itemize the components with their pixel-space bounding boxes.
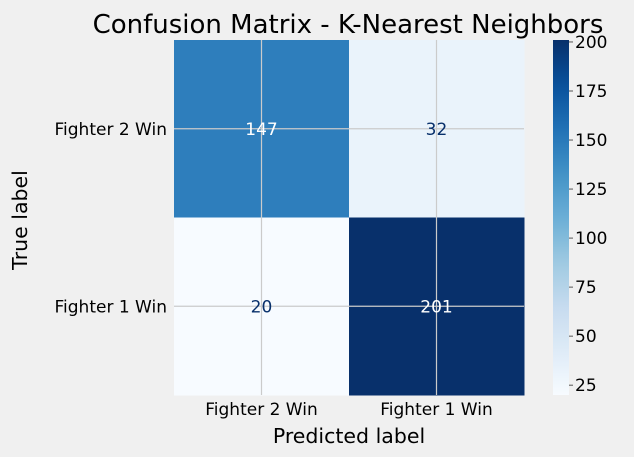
cell-value-label: 147: [245, 120, 277, 140]
cell-value-label: 20: [251, 297, 273, 317]
y-tick-label: Fighter 2 Win: [54, 120, 167, 140]
y-tick-label: Fighter 1 Win: [54, 297, 167, 317]
heatmap-grid: [174, 40, 524, 395]
colorbar-tick-label: 75: [575, 278, 597, 298]
colorbar-tick-label: 50: [575, 327, 597, 347]
cell-value-label: 201: [420, 297, 452, 317]
colorbar-tick-label: 125: [575, 180, 607, 200]
heatmap-cells: [174, 40, 525, 396]
colorbar-tick-label: 175: [575, 82, 607, 102]
colorbar-tick-label: 200: [575, 33, 607, 53]
y-tick-labels: Fighter 2 Win Fighter 1 Win: [54, 120, 167, 318]
colorbar-tick-label: 150: [575, 131, 607, 151]
x-tick-label: Fighter 2 Win: [205, 400, 318, 420]
colorbar-tick-label: 25: [575, 376, 597, 396]
y-axis-label: True label: [8, 170, 32, 271]
colorbar-tick-labels: 25 50 75 100 125 150 175 200: [569, 33, 607, 396]
x-axis-label: Predicted label: [273, 424, 425, 448]
cell-value-label: 32: [426, 120, 448, 140]
heatmap-cell-labels: 147 32 20 201: [245, 120, 452, 318]
x-tick-label: Fighter 1 Win: [380, 400, 493, 420]
x-tick-labels: Fighter 2 Win Fighter 1 Win: [205, 400, 493, 420]
colorbar-tick-label: 100: [575, 229, 607, 249]
colorbar: [553, 40, 569, 395]
chart-title: Confusion Matrix - K-Nearest Neighbors: [93, 10, 604, 40]
